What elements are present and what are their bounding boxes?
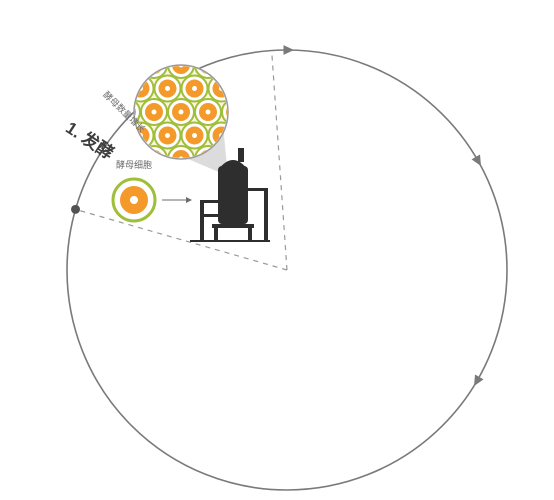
- arrowhead-icon: [472, 155, 481, 167]
- diagram-root: 1. 发酵 酵母数量增长 酵母细胞: [0, 0, 554, 500]
- start-dot: [71, 205, 80, 214]
- arrow-icon: [162, 197, 192, 203]
- yeast-cell-label: 酵母细胞: [116, 159, 152, 170]
- circle-arrowheads: [284, 45, 484, 386]
- yeast-cell-icon: [113, 179, 155, 221]
- sector-radius-start: [76, 209, 287, 270]
- sector-radius-end: [272, 51, 287, 270]
- arrowhead-icon: [284, 45, 295, 55]
